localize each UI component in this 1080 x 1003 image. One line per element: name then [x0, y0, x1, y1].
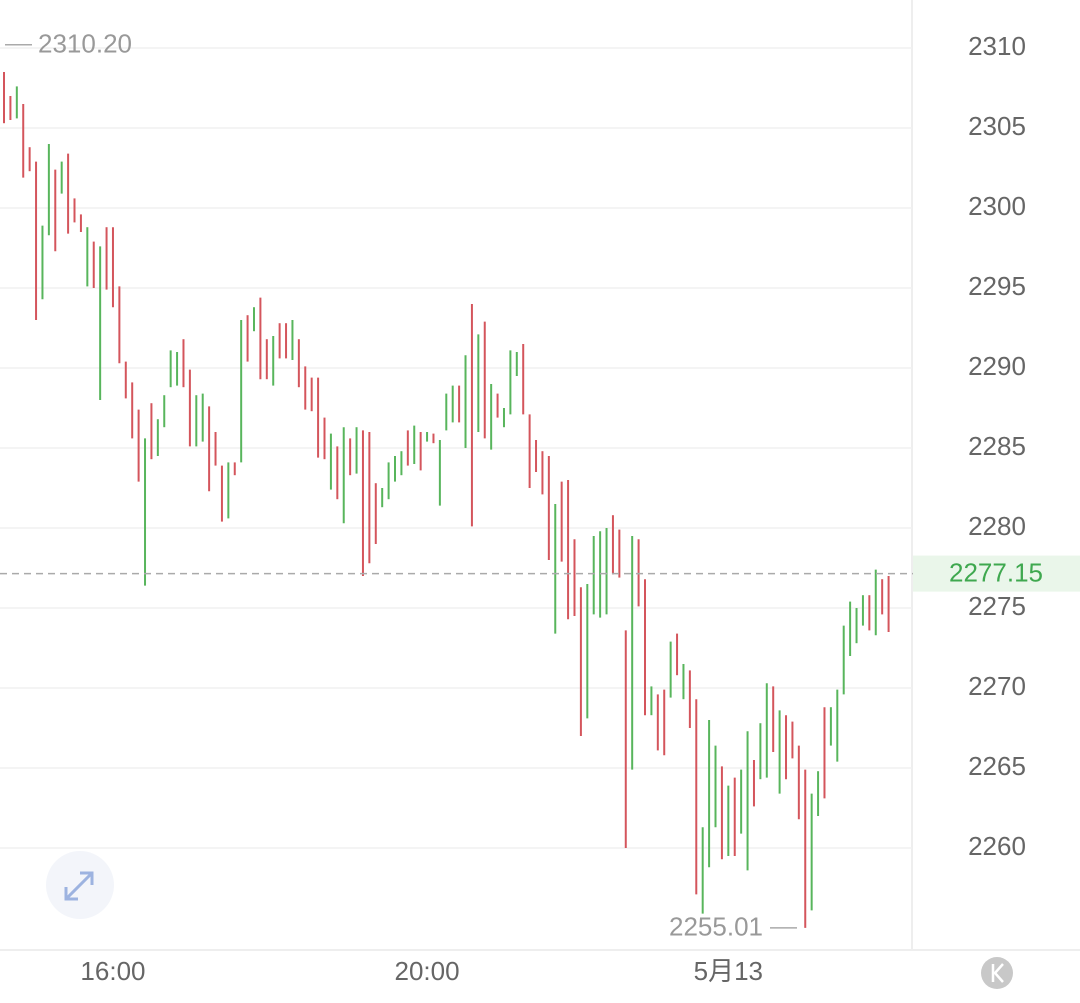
k-button[interactable]	[981, 957, 1013, 989]
min-marker-label: 2255.01	[669, 912, 763, 942]
y-tick-label: 2285	[968, 431, 1026, 461]
last-price-label: 2277.15	[949, 557, 1043, 587]
y-tick-label: 2280	[968, 511, 1026, 541]
y-tick-label: 2300	[968, 191, 1026, 221]
y-tick-label: 2275	[968, 591, 1026, 621]
x-tick-label: 20:00	[395, 956, 460, 986]
x-tick-label: 16:00	[80, 956, 145, 986]
y-tick-label: 2290	[968, 351, 1026, 381]
max-marker-label: 2310.20	[38, 29, 132, 59]
x-tick-label: 5月13	[694, 956, 763, 986]
y-tick-label: 2310	[968, 31, 1026, 61]
last-price-box	[913, 555, 1080, 592]
expand-button[interactable]	[46, 851, 114, 919]
y-tick-label: 2260	[968, 831, 1026, 861]
y-tick-label: 2270	[968, 671, 1026, 701]
y-tick-label: 2305	[968, 111, 1026, 141]
y-tick-label: 2295	[968, 271, 1026, 301]
y-tick-label: 2265	[968, 751, 1026, 781]
